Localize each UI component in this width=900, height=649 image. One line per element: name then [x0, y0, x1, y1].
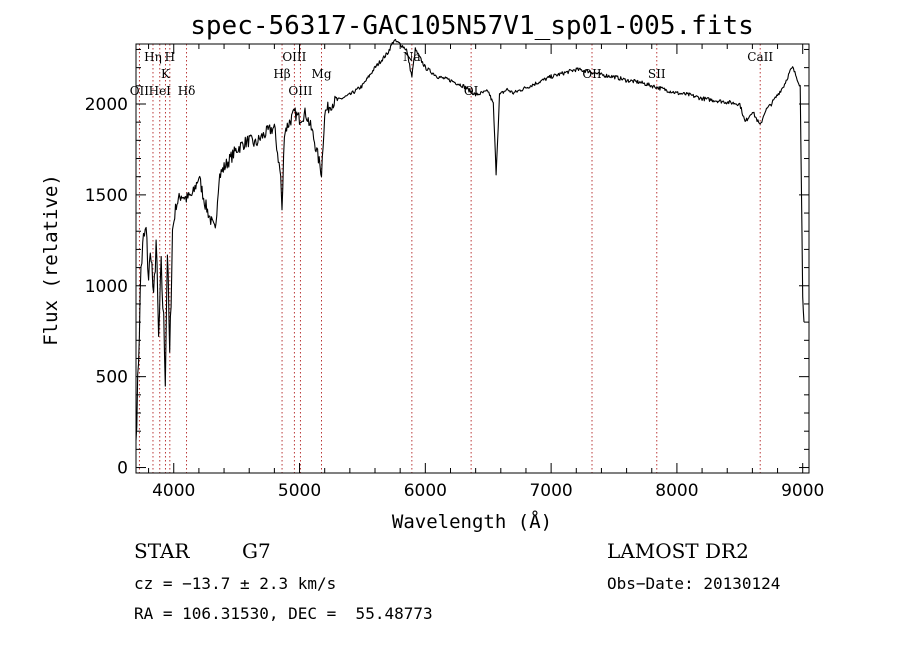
sky-coordinates: RA = 106.31530, DEC = 55.48773 — [134, 604, 433, 623]
x-tick-label: 4000 — [152, 481, 195, 501]
spectral-line-label: HeI — [149, 84, 172, 98]
spectral-line-label: H — [165, 50, 175, 64]
spectral-line-label: K — [161, 67, 171, 81]
observation-date: Obs−Date: 20130124 — [607, 574, 781, 593]
spectral-line-label: Hδ — [178, 84, 196, 98]
x-tick-label: 5000 — [278, 481, 321, 501]
x-tick-label: 8000 — [655, 481, 698, 501]
plot-frame — [135, 43, 810, 474]
spectral-line-label: Hη — [144, 50, 162, 64]
y-tick-label: 1000 — [85, 277, 128, 297]
chart-title: spec-56317-GAC105N57V1_sp01-005.fits — [190, 11, 754, 41]
x-tick-label: 7000 — [529, 481, 572, 501]
spectral-line-label: OII — [130, 84, 150, 98]
y-tick-label: 2000 — [85, 95, 128, 115]
x-axis-label: Wavelength (Å) — [392, 510, 552, 533]
object-class: STAR — [134, 539, 190, 563]
x-tick-label: 9000 — [781, 481, 824, 501]
spectral-line-label: OIII — [288, 84, 312, 98]
spectral-line-label: SII — [648, 67, 666, 81]
radial-velocity: cz = −13.7 ± 2.3 km/s — [134, 574, 337, 593]
y-tick-label: 1500 — [85, 186, 128, 206]
y-tick-label: 500 — [96, 368, 128, 388]
y-axis-label: Flux (relative) — [40, 174, 62, 346]
survey-name: LAMOST DR2 — [607, 539, 749, 563]
spectral-line-label: OII — [582, 67, 602, 81]
x-tick-label: 6000 — [404, 481, 447, 501]
spectral-line-label: OI — [464, 84, 479, 98]
spectral-line-markers — [138, 44, 761, 473]
spectral-line-label: OIII — [282, 50, 306, 64]
axis-ticks: 4000 5000 6000 7000 8000 9000 0 500 1000 1500 2000 — [85, 44, 824, 501]
object-subclass: G7 — [242, 539, 271, 563]
spectral-line-label: Mg — [312, 67, 332, 81]
spectral-line-label: Hβ — [273, 67, 290, 81]
spectral-line-label: CaII — [747, 50, 773, 64]
y-tick-label: 0 — [117, 459, 128, 479]
spectral-line-label: Na — [403, 50, 421, 64]
flux-series-line — [135, 38, 805, 441]
